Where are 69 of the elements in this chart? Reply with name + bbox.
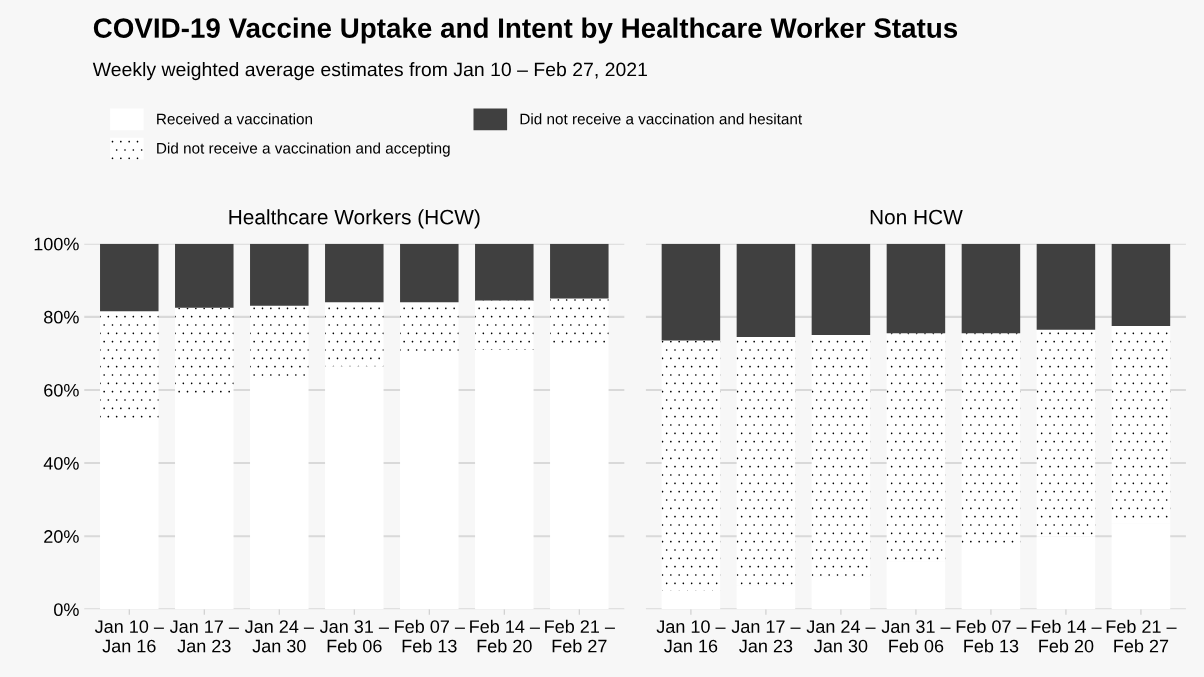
text: Healthcare Workers (HCW) <box>229 209 480 229</box>
bar <box>400 243 459 303</box>
bar <box>550 243 609 299</box>
x-tick-label: Feb 14 – Feb 20 <box>470 619 540 653</box>
bar <box>325 243 384 303</box>
bar <box>475 300 534 350</box>
x-tick-label: Feb 21 – Feb 27 <box>545 619 615 653</box>
bar <box>175 399 234 610</box>
bar <box>400 302 459 358</box>
y-tick-label: 100% <box>34 237 79 251</box>
y-tick-label: 20% <box>44 530 79 543</box>
bar <box>961 548 1021 610</box>
x-tick-label: Jan 17 – Jan 23 <box>731 620 801 653</box>
bar <box>661 340 721 592</box>
chart-title: COVID-19 Vaccine Uptake and Intent by Healthcare Worker Status <box>93 17 958 44</box>
x-tick-label: Jan 17 – Jan 23 <box>169 620 239 653</box>
text: Non HCW <box>870 209 963 225</box>
bar <box>736 336 796 586</box>
x-tick-label: Feb 07 – Feb 13 <box>395 619 465 653</box>
bar <box>961 333 1021 549</box>
y-tick-label: 80% <box>44 310 79 324</box>
legend-label: Received a vaccination <box>157 113 313 125</box>
bar <box>250 243 309 306</box>
bar <box>811 243 871 336</box>
chart-subtitle: Weekly weighted average estimates from Jan 10 – Feb 27, 2021 <box>92 62 647 81</box>
bar <box>325 302 384 367</box>
bar <box>100 419 159 610</box>
bar <box>661 243 721 341</box>
bar <box>1111 523 1171 610</box>
legend-label: Did not receive a vaccination and accepting <box>157 142 450 157</box>
bar <box>1111 325 1171 524</box>
bar <box>811 576 871 610</box>
x-tick-label: Jan 10 – Jan 16 <box>656 620 726 653</box>
bar <box>250 305 309 378</box>
x-tick-label: Jan 31 – Feb 06 <box>881 620 951 653</box>
bar <box>1036 243 1096 330</box>
y-tick-label: 0% <box>54 603 79 617</box>
bar <box>175 243 234 308</box>
bar <box>250 377 309 610</box>
bar <box>550 298 609 347</box>
bar <box>550 346 609 610</box>
bar <box>1111 243 1171 326</box>
x-tick-label: Feb 07 – Feb 13 <box>956 619 1027 653</box>
bar <box>100 311 159 420</box>
bar <box>811 335 871 577</box>
y-tick-label: 40% <box>43 457 79 470</box>
bar <box>886 333 946 562</box>
bar <box>175 307 234 400</box>
bar <box>400 357 459 610</box>
x-tick-label: Jan 10 – Jan 16 <box>94 620 164 653</box>
x-tick-label: Feb 21 – Feb 27 <box>1106 619 1177 653</box>
y-tick-label: 60% <box>44 383 79 397</box>
x-tick-label: Jan 24 – Jan 30 <box>806 620 876 653</box>
x-tick-label: Jan 24 – Jan 30 <box>244 620 314 653</box>
x-tick-label: Feb 14 – Feb 20 <box>1031 619 1102 653</box>
bar <box>736 243 796 337</box>
bar <box>475 243 534 301</box>
bar <box>1036 329 1096 537</box>
bar <box>736 585 796 610</box>
bar <box>1036 536 1096 610</box>
bar <box>661 591 721 610</box>
bar <box>886 561 946 610</box>
legend-label: Did not receive a vaccination and hesitant <box>520 113 803 125</box>
bar <box>325 366 384 610</box>
bar <box>100 243 159 312</box>
bar <box>475 349 534 610</box>
bar <box>961 243 1021 334</box>
x-tick-label: Jan 31 – Feb 06 <box>319 620 389 653</box>
bar <box>886 243 946 334</box>
